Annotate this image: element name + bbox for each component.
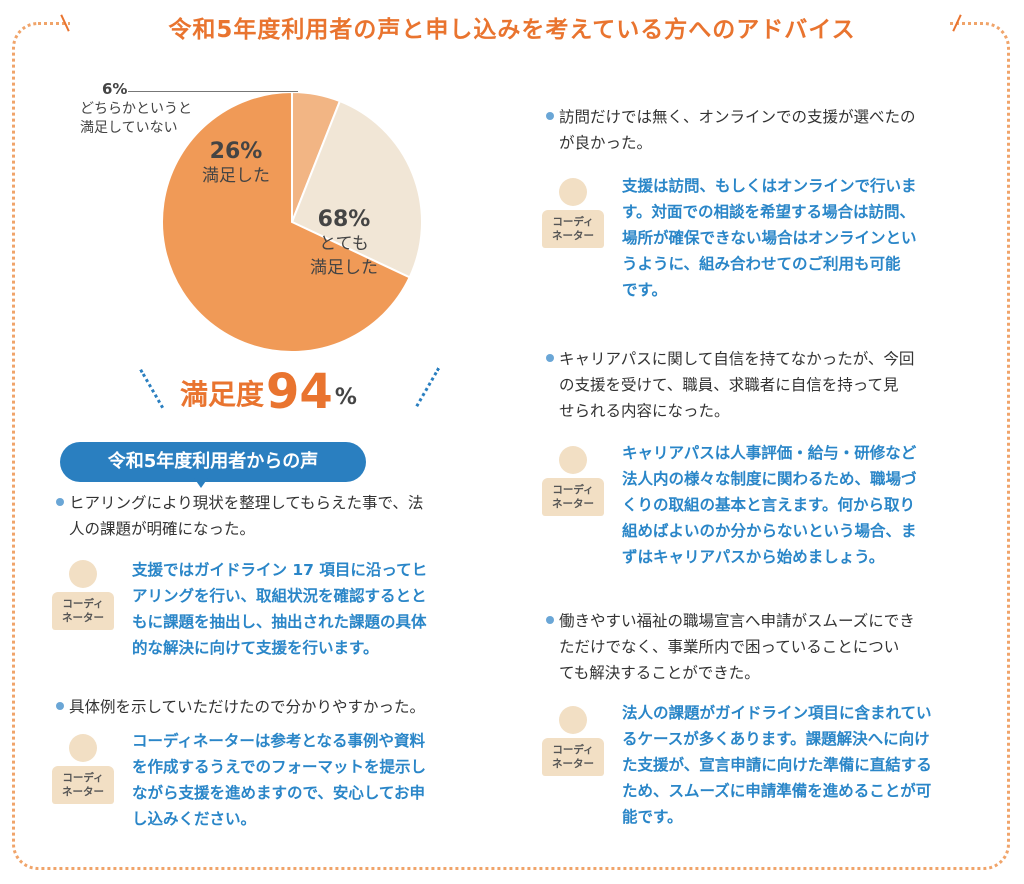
pie-label-6-pct: 6% [102, 80, 128, 98]
voices-section-title: 令和5年度利用者からの声 [60, 442, 366, 482]
right-answer-2: キャリアパスは人事評価・給与・研修など 法人内の様々な制度に関わるため、職場づ … [622, 444, 917, 566]
right-question-1: 訪問だけでは無く、オンラインでの支援が選べたの が良かった。 [546, 104, 986, 156]
coordinator-avatar: コーディ ネーター [542, 446, 604, 518]
title-background [70, 6, 950, 46]
pie-label-6-line1: どちらかというと [80, 101, 192, 117]
left-question-2: 具体例を示していただけたので分かりやすかった。 [56, 694, 496, 720]
pie-label-26-pct: 26% [209, 139, 263, 164]
coordinator-head-icon [559, 446, 587, 474]
right-answer-3: 法人の課題がガイドライン項目に含まれてい るケースが多くあります。課題解決へに向… [622, 704, 932, 826]
pie-label-6-line2: 満足していない [80, 120, 178, 136]
pie-leader-line [128, 91, 298, 92]
coordinator-avatar: コーディ ネーター [52, 734, 114, 806]
voices-title-tail [194, 478, 208, 488]
pie-label-6: 6% どちらかというと 満足していない [80, 80, 192, 138]
left-answer-2: コーディネーターは参考となる事例や資料 を作成するうえでのフォーマットを提示し … [132, 732, 427, 828]
pie-label-68-line2: 満足した [310, 258, 378, 278]
bullet-icon [56, 498, 64, 506]
coordinator-head-icon [69, 560, 97, 588]
coordinator-head-icon [559, 706, 587, 734]
pie-label-68-pct: 68% [317, 207, 371, 232]
page-title: 令和5年度利用者の声と申し込みを考えている方へのアドバイス [168, 17, 856, 43]
pie-label-68-line1: とても [319, 234, 369, 254]
coordinator-avatar: コーディ ネーター [542, 706, 604, 778]
bullet-icon [546, 354, 554, 362]
coordinator-head-icon [559, 178, 587, 206]
satisfaction-value: 94 [266, 364, 333, 420]
coordinator-avatar: コーディ ネーター [542, 178, 604, 250]
right-question-3: 働きやすい福祉の職場宣言へ申請がスムーズにでき ただけでなく、事業所内で困ってい… [546, 608, 986, 686]
right-answer-1: 支援は訪問、もしくはオンラインで行いま す。対面での相談を希望する場合は訪問、 … [622, 177, 917, 299]
pie-label-26-line1: 満足した [202, 166, 270, 186]
pie-slice-2 [161, 90, 411, 353]
left-answer-1: 支援ではガイドライン 17 項目に沿ってヒ アリングを行い、取組状況を確認すると… [132, 561, 428, 657]
satisfaction-summary: 満足度94% [150, 358, 410, 420]
coordinator-avatar: コーディ ネーター [52, 560, 114, 632]
bullet-icon [56, 702, 64, 710]
left-question-1: ヒアリングにより現状を整理してもらえた事で、法 人の課題が明確になった。 [56, 490, 496, 542]
pie-label-26: 26% 満足した [188, 140, 284, 188]
right-question-2: キャリアパスに関して自信を持てなかったが、今回 の支援を受けて、職員、求職者に自… [546, 346, 986, 424]
bullet-icon [546, 112, 554, 120]
satisfaction-unit: % [334, 385, 357, 410]
coordinator-head-icon [69, 734, 97, 762]
pie-label-68: 68% とても 満足した [296, 208, 392, 280]
bullet-icon [546, 616, 554, 624]
satisfaction-label: 満足度 [180, 378, 265, 411]
pie-slice-1 [290, 99, 423, 279]
